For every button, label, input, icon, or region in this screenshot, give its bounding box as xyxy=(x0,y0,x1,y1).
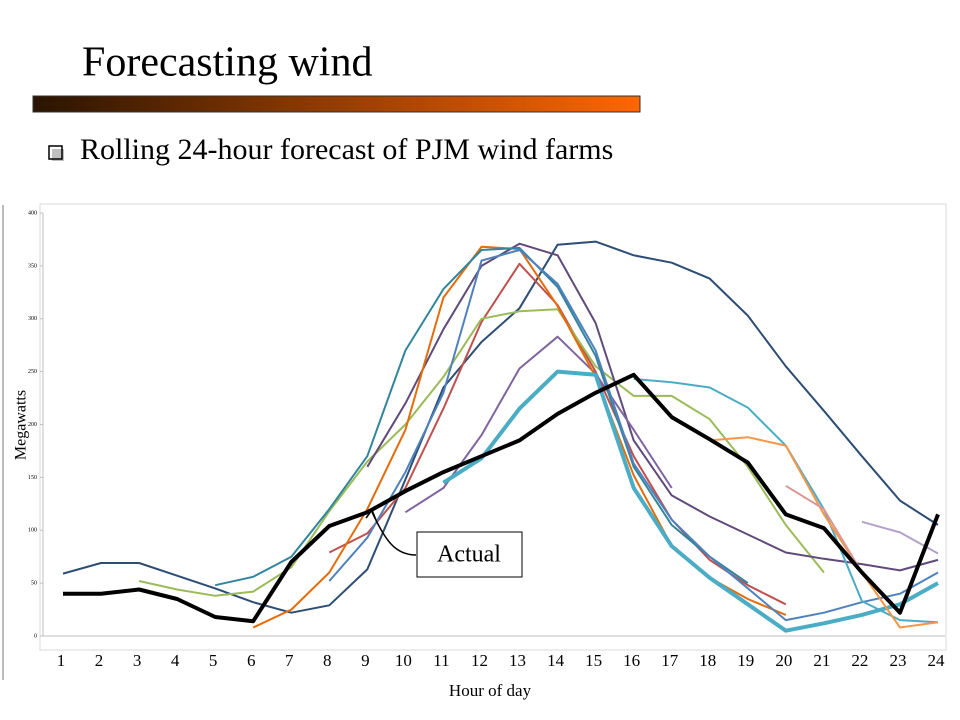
chart-border xyxy=(39,203,947,651)
series-line xyxy=(328,249,939,622)
x-tick-label: 7 xyxy=(285,651,294,670)
x-tick-label: 13 xyxy=(509,651,526,670)
arrow-head xyxy=(365,508,377,521)
y-tick-label: 250 xyxy=(28,369,37,375)
x-tick-label: 23 xyxy=(889,651,906,670)
x-tick-label: 16 xyxy=(623,651,640,670)
x-tick-label: 17 xyxy=(661,651,679,670)
y-tick-label: 200 xyxy=(28,422,37,428)
series-line xyxy=(214,246,749,587)
annotation-box xyxy=(416,531,523,578)
subtitle: Rolling 24-hour forecast of PJM wind far… xyxy=(80,133,613,166)
x-tick-label: 8 xyxy=(323,651,332,670)
series-line xyxy=(62,240,939,614)
x-tick-label: 3 xyxy=(133,651,142,670)
x-tick-label: 2 xyxy=(95,651,104,670)
x-axis-label: Hour of day xyxy=(449,681,532,700)
y-axis-label: Megawatts xyxy=(13,390,30,460)
x-tick-label: 14 xyxy=(547,651,565,670)
series-line xyxy=(785,484,863,574)
y-tick-label: 400 xyxy=(28,210,37,216)
x-tick-label: 1 xyxy=(57,651,66,670)
y-tick-label: 350 xyxy=(28,263,37,269)
y-tick-label: 0 xyxy=(34,633,37,639)
x-tick-label: 21 xyxy=(813,651,830,670)
series-line xyxy=(442,369,939,633)
bullet xyxy=(48,145,63,160)
y-tick-label: 150 xyxy=(28,475,37,481)
x-tick-label: 20 xyxy=(775,651,792,670)
x-tick-label: 24 xyxy=(928,651,946,670)
series-line xyxy=(709,436,939,629)
y-tick-label: 300 xyxy=(28,316,37,322)
y-tick-label: 100 xyxy=(28,528,37,534)
y-tick-label: 50 xyxy=(31,581,37,587)
x-tick-label: 11 xyxy=(433,651,449,670)
series-line xyxy=(366,242,939,572)
series-line xyxy=(328,262,787,606)
x-tick-label: 9 xyxy=(361,651,370,670)
title-bar xyxy=(32,95,641,113)
x-tick-label: 12 xyxy=(471,651,488,670)
series-line xyxy=(63,372,940,624)
x-tick-label: 18 xyxy=(699,651,716,670)
x-tick-label: 15 xyxy=(585,651,602,670)
bullet-shadow xyxy=(52,149,64,161)
x-tick-label: 22 xyxy=(851,651,868,670)
x-tick-label: 4 xyxy=(171,651,180,670)
annotation: Actual xyxy=(437,542,501,568)
slide-title: Forecasting wind xyxy=(82,40,372,86)
x-tick-label: 5 xyxy=(209,651,218,670)
x-tick-label: 19 xyxy=(737,651,754,670)
x-tick-label: 6 xyxy=(247,651,256,670)
series-line xyxy=(138,308,825,597)
x-tick-label: 10 xyxy=(395,651,412,670)
